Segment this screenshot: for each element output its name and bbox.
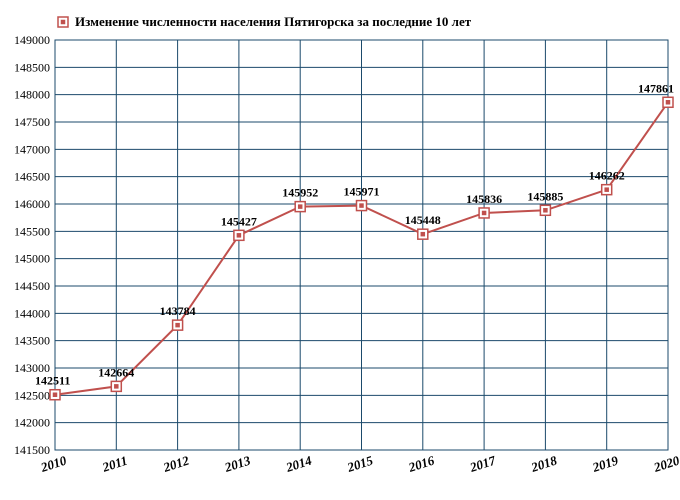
data-label: 142511 [35, 374, 70, 388]
x-tick-label: 2018 [528, 452, 559, 475]
x-tick-label: 2016 [406, 452, 437, 475]
chart-svg: 1415001420001425001430001435001440001445… [0, 0, 680, 500]
y-tick-label: 141500 [14, 443, 50, 457]
y-tick-label: 148500 [14, 60, 50, 74]
y-tick-label: 146000 [14, 197, 50, 211]
y-tick-label: 147500 [14, 115, 50, 129]
legend-text: Изменение численности населения Пятигорс… [75, 14, 472, 29]
data-label: 145971 [344, 185, 380, 199]
data-label: 143784 [160, 304, 196, 318]
x-tick-label: 2011 [100, 453, 130, 475]
data-label: 147861 [638, 81, 674, 95]
x-tick-label: 2019 [590, 452, 621, 475]
y-tick-label: 145500 [14, 224, 50, 238]
x-tick-label: 2012 [161, 452, 192, 475]
x-tick-label: 2017 [467, 452, 498, 475]
y-tick-label: 142000 [14, 416, 50, 430]
data-label: 145952 [282, 186, 318, 200]
x-tick-label: 2013 [222, 452, 253, 475]
y-tick-label: 143500 [14, 334, 50, 348]
x-tick-label: 2014 [283, 452, 314, 475]
data-label: 146262 [589, 169, 625, 183]
y-tick-label: 148000 [14, 88, 50, 102]
y-tick-label: 149000 [14, 33, 50, 47]
y-tick-label: 144000 [14, 306, 50, 320]
data-label: 142664 [98, 365, 134, 379]
y-tick-label: 142500 [14, 388, 50, 402]
y-tick-label: 147000 [14, 142, 50, 156]
y-tick-label: 146500 [14, 170, 50, 184]
population-chart: 1415001420001425001430001435001440001445… [0, 0, 680, 500]
data-label: 145836 [466, 192, 502, 206]
y-tick-label: 145000 [14, 252, 50, 266]
data-label: 145427 [221, 214, 257, 228]
x-tick-label: 2015 [344, 452, 375, 475]
y-tick-label: 144500 [14, 279, 50, 293]
data-label: 145448 [405, 213, 441, 227]
data-label: 145885 [527, 189, 563, 203]
x-tick-label: 2020 [651, 452, 680, 475]
